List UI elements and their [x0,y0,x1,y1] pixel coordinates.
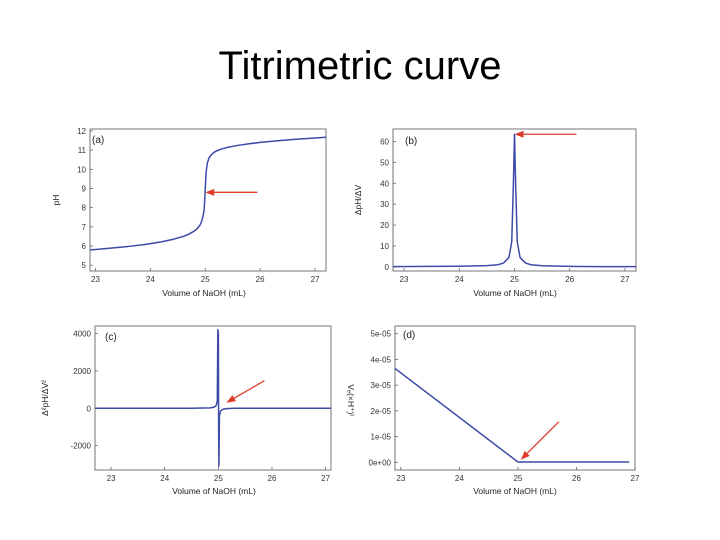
chart-panel-c: (c) Volume of NaOH (mL) Δ²pH/ΔV² 23 24 25 2… [40,320,335,498]
series-line [89,136,327,251]
plot-frame [94,325,332,471]
y-tick-label: 2000 [73,367,91,376]
panel-letter: (b) [405,136,417,147]
y-tick-label: 11 [78,146,87,155]
x-tick-label: 25 [201,275,210,284]
x-axis-label: Volume of NaOH (mL) [473,486,557,496]
chart-panel-b: (b) Volume of NaOH (mL) ΔpH/ΔV 23 24 25 26 2… [345,122,640,300]
y-tick-label: 30 [380,200,389,209]
x-tick-label: 23 [107,474,116,483]
y-tick-label: 20 [380,221,389,230]
arrow-head [514,130,524,138]
x-tick-label: 27 [321,474,330,483]
series-line [392,133,636,268]
x-tick-label: 27 [311,275,320,284]
y-tick-label: 7 [82,223,87,232]
x-tick-label: 23 [396,474,405,483]
y-tick-label: 5 [82,261,87,270]
y-tick-label: 0e+00 [369,458,392,467]
y-axis-label: ΔpH/ΔV [353,185,363,216]
y-tick-label: 50 [380,158,389,167]
y-tick-label: 40 [380,179,389,188]
y-tick-label: 0 [385,263,390,272]
y-tick-label: 10 [77,165,86,174]
x-tick-label: 26 [256,275,265,284]
x-axis-label: Volume of NaOH (mL) [162,288,246,298]
y-tick-label: 5e-05 [371,330,392,339]
x-tick-label: 23 [400,275,409,284]
y-tick-label: 4e-05 [371,355,392,364]
x-tick-label: 27 [631,474,640,483]
x-tick-label: 24 [455,275,464,284]
x-tick-label: 25 [510,275,519,284]
arrow-head [226,395,236,403]
panel-letter: (d) [403,330,415,341]
chart-b-svg: (b) Volume of NaOH (mL) ΔpH/ΔV 23 24 25 26 2… [353,128,637,298]
y-axis-label: pH [51,195,61,206]
series-line [95,328,331,468]
arrow-head [520,450,530,460]
x-tick-label: 24 [146,275,155,284]
x-tick-label: 24 [455,474,464,483]
y-tick-label: 8 [82,204,87,213]
chart-d-svg: (d) Volume of NaOH (mL) Vₑ(×H⁺)ᴵ 23 24 25 2… [346,325,640,496]
y-tick-label: 1e-05 [371,433,392,442]
y-tick-label: 12 [77,127,86,136]
chart-a-svg: (a) Volume of NaOH (mL) pH 23 24 25 26 27 5 6 7… [51,127,327,298]
x-tick-label: 27 [621,275,630,284]
slide-title: Titrimetric curve [218,44,502,88]
x-tick-label: 25 [214,474,223,483]
y-tick-label: -2000 [71,442,92,451]
arrow-annotation [526,421,560,454]
panel-letter: (c) [105,332,117,343]
x-tick-label: 23 [91,275,100,284]
arrow-annotation [233,380,265,399]
y-axis-label: Δ²pH/ΔV² [40,380,50,416]
y-tick-label: 10 [380,242,389,251]
series-line [394,367,630,463]
chart-panel-a: (a) Volume of NaOH (mL) pH 23 24 25 26 27 5 6 7… [40,122,330,300]
panel-letter: (a) [92,135,104,146]
x-tick-label: 26 [565,275,574,284]
y-tick-label: 6 [82,242,87,251]
y-tick-label: 3e-05 [371,381,392,390]
y-tick-label: 2e-05 [371,407,392,416]
y-tick-label: 60 [380,138,389,147]
plot-frame [394,325,636,471]
x-tick-label: 26 [268,474,277,483]
x-tick-label: 25 [513,474,522,483]
x-axis-label: Volume of NaOH (mL) [172,486,256,496]
x-tick-label: 24 [160,474,169,483]
y-tick-label: 4000 [73,329,91,338]
y-tick-label: 9 [82,184,87,193]
chart-panel-d: (d) Volume of NaOH (mL) Vₑ(×H⁺)ᴵ 23 24 25 2… [340,320,640,498]
chart-c-svg: (c) Volume of NaOH (mL) Δ²pH/ΔV² 23 24 25 2… [40,325,332,496]
y-tick-label: 0 [87,404,92,413]
y-axis-label: Vₑ(×H⁺)ᴵ [346,384,356,416]
arrow-head [205,188,215,196]
x-axis-label: Volume of NaOH (mL) [473,288,557,298]
plot-frame [89,128,327,272]
x-tick-label: 26 [572,474,581,483]
